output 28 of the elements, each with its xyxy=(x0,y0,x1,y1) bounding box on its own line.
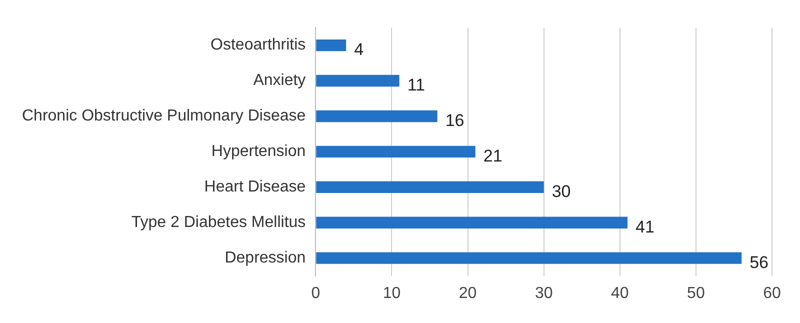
x-tick-label: 60 xyxy=(763,284,781,302)
x-tick-label: 0 xyxy=(311,284,320,302)
y-tick-label: Type 2 Diabetes Mellitus xyxy=(131,214,306,232)
data-label: 11 xyxy=(407,75,425,94)
y-tick-label: Chronic Obstructive Pulmonary Disease xyxy=(22,108,306,125)
bar xyxy=(316,252,742,264)
bar xyxy=(316,181,544,194)
y-tick-label: Heart Disease xyxy=(204,178,306,196)
y-tick-label: Hypertension xyxy=(211,143,306,160)
y-tick-label: Depression xyxy=(224,249,306,266)
data-label: 21 xyxy=(483,146,502,166)
data-label: 41 xyxy=(635,217,654,236)
y-tick-label: Anxiety xyxy=(253,72,306,90)
data-label: 56 xyxy=(750,252,768,272)
bar xyxy=(316,216,628,228)
y-tick-label: Osteoarthritis xyxy=(210,36,306,54)
bar xyxy=(316,110,438,122)
data-label: 16 xyxy=(445,110,464,130)
data-label: 4 xyxy=(354,40,364,60)
x-tick-label: 20 xyxy=(458,284,477,302)
data-label: 30 xyxy=(552,182,571,201)
x-tick-label: 40 xyxy=(610,284,629,302)
x-tick-label: 30 xyxy=(534,284,553,302)
x-tick-label: 10 xyxy=(382,284,401,302)
bar xyxy=(316,39,346,52)
bar xyxy=(316,74,400,87)
bar xyxy=(316,146,476,158)
x-tick-label: 50 xyxy=(687,284,705,302)
